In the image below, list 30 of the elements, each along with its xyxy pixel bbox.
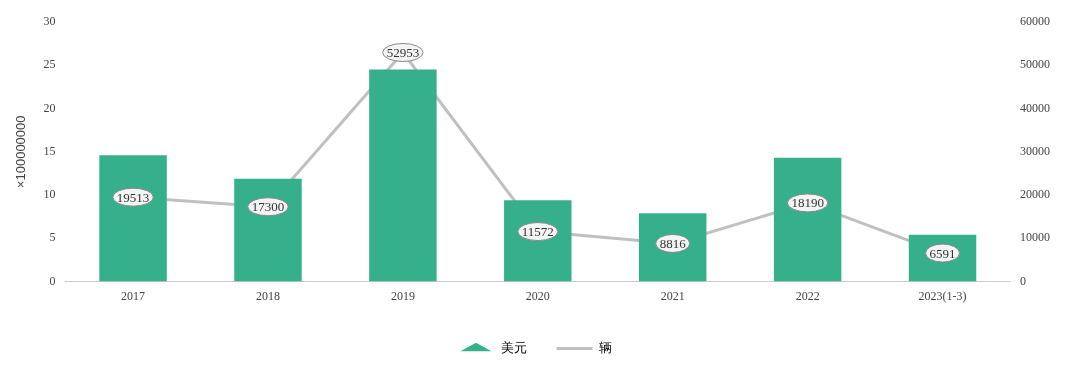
bar <box>504 200 572 282</box>
x-tick-label: 2021 <box>660 288 685 303</box>
y2-tick-label: 60000 <box>1020 14 1050 29</box>
bar <box>234 178 302 282</box>
legend-label: 美元 <box>500 339 527 355</box>
y-tick-label: 25 <box>43 57 56 72</box>
x-tick-label: 2019 <box>390 288 415 303</box>
y-tick-label: 10 <box>43 187 56 202</box>
y2-tick-label: 10000 <box>1020 230 1050 245</box>
legend-label: 辆 <box>599 339 612 355</box>
y-tick-label: 20 <box>43 100 56 115</box>
bar <box>773 157 842 282</box>
x-tick-label: 2017 <box>121 288 146 303</box>
x-tick-label: 2018 <box>255 288 280 303</box>
y2-tick-label: 0 <box>1020 273 1026 288</box>
y2-tick-label: 30000 <box>1020 143 1050 158</box>
y2-tick-label: 20000 <box>1020 187 1050 202</box>
bar <box>369 69 437 282</box>
bar <box>638 213 707 282</box>
y-tick-label: 30 <box>43 14 56 29</box>
y2-tick-label: 40000 <box>1020 100 1050 115</box>
x-tick-label: 2023(1-3) <box>918 288 967 303</box>
y2-tick-label: 50000 <box>1020 57 1050 72</box>
y-tick-label: 0 <box>49 273 56 288</box>
bar <box>99 155 167 282</box>
y-axis-title: ×100000000 <box>13 115 29 189</box>
x-tick-label: 2020 <box>525 288 550 303</box>
y-tick-label: 15 <box>43 143 56 158</box>
x-tick-label: 2022 <box>795 288 820 303</box>
y-tick-label: 5 <box>49 230 56 245</box>
